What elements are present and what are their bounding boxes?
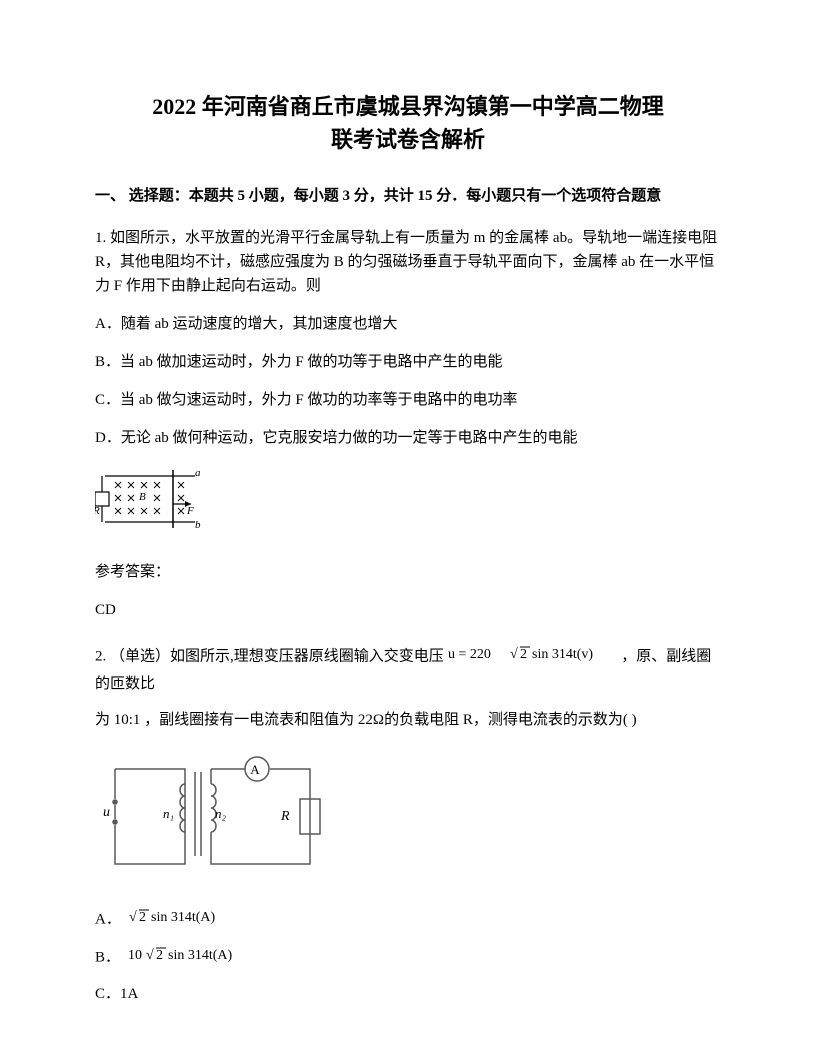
svg-text:2: 2 (520, 647, 527, 662)
q1-stem: 1. 如图所示，水平放置的光滑平行金属导轨上有一质量为 m 的金属棒 ab。导轨… (95, 226, 721, 298)
q2-optA-prefix: A． (95, 911, 121, 927)
q2-formula-u: u = 220 √ 2 sin 314t(v) (448, 642, 618, 672)
q2-label-A: A (250, 762, 260, 777)
svg-text:sin 314t(A): sin 314t(A) (151, 910, 216, 925)
q1-option-c: C．当 ab 做匀速运动时，外力 F 做功的功率等于电路中的电功率 (95, 388, 721, 412)
svg-text:2: 2 (156, 948, 163, 963)
q1-label-B: B (139, 491, 146, 503)
q2-optB-formula: 10 √ 2 sin 314t(A) (124, 944, 274, 972)
exam-title: 2022 年河南省商丘市虞城县界沟镇第一中学高二物理 联考试卷含解析 (95, 90, 721, 156)
svg-text:u = 220: u = 220 (448, 647, 491, 662)
svg-text:√: √ (146, 948, 154, 963)
title-line-1: 2022 年河南省商丘市虞城县界沟镇第一中学高二物理 (152, 94, 664, 119)
q1-answer-label: 参考答案： (95, 560, 721, 584)
q2-option-c: C．1A (95, 982, 721, 1006)
q1-diagram: a b B F R (95, 464, 721, 542)
q1-option-a: A．随着 ab 运动速度的增大，其加速度也增大 (95, 312, 721, 336)
q2-label-R: R (280, 809, 290, 824)
title-line-2: 联考试卷含解析 (331, 127, 485, 152)
svg-text:√: √ (510, 647, 518, 662)
q1-answer-value: CD (95, 598, 721, 622)
q2-prefix: 2. （单选）如图所示,理想变压器原线圈输入交变电压 (95, 648, 444, 664)
q2-stem-line1: 2. （单选）如图所示,理想变压器原线圈输入交变电压 u = 220 √ 2 s… (95, 642, 721, 696)
q2-label-n2: n₂ (215, 806, 227, 821)
svg-text:2: 2 (139, 910, 146, 925)
q2-option-b: B． 10 √ 2 sin 314t(A) (95, 944, 721, 972)
svg-text:10: 10 (128, 948, 142, 963)
q2-circuit-diagram: A u n₁ n₂ R (95, 744, 721, 892)
section-1-header: 一、 选择题：本题共 5 小题，每小题 3 分，共计 15 分．每小题只有一个选… (95, 184, 721, 208)
svg-text:√: √ (129, 910, 137, 925)
q2-label-n1: n₁ (163, 806, 174, 821)
q1-label-a: a (195, 467, 201, 479)
q1-option-d: D．无论 ab 做何种运动，它克服安培力做的功一定等于电路中产生的电能 (95, 426, 721, 450)
q2-optB-prefix: B． (95, 949, 120, 965)
svg-text:sin 314t(A): sin 314t(A) (168, 948, 233, 963)
q1-circuit-svg: a b B F R (95, 464, 205, 534)
q2-label-u: u (103, 805, 110, 820)
q1-label-F: F (186, 505, 194, 517)
q1-label-b: b (195, 519, 201, 531)
q1-option-b: B．当 ab 做加速运动时，外力 F 做的功等于电路中产生的电能 (95, 350, 721, 374)
q1-label-R: R (95, 505, 100, 517)
q2-optA-formula: √ 2 sin 314t(A) (125, 906, 255, 934)
svg-text:sin 314t(v): sin 314t(v) (532, 647, 593, 662)
q2-option-a: A． √ 2 sin 314t(A) (95, 906, 721, 934)
q2-stem-line2: 为 10:1 ，副线圈接有一电流表和阻值为 22Ω的负载电阻 R，测得电流表的示… (95, 708, 721, 732)
